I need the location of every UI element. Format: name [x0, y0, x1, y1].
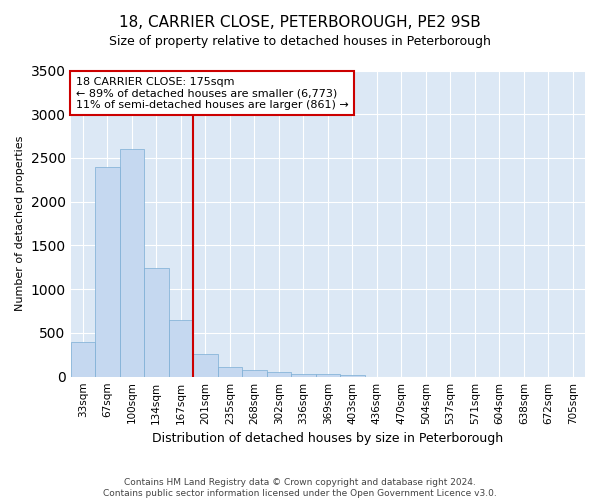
Y-axis label: Number of detached properties: Number of detached properties [15, 136, 25, 312]
Bar [266, 372, 291, 376]
Text: Contains HM Land Registry data © Crown copyright and database right 2024.
Contai: Contains HM Land Registry data © Crown c… [103, 478, 497, 498]
Bar [291, 374, 316, 376]
Text: 18 CARRIER CLOSE: 175sqm
← 89% of detached houses are smaller (6,773)
11% of sem: 18 CARRIER CLOSE: 175sqm ← 89% of detach… [76, 76, 349, 110]
Bar [193, 354, 218, 376]
Text: Size of property relative to detached houses in Peterborough: Size of property relative to detached ho… [109, 35, 491, 48]
Text: 18, CARRIER CLOSE, PETERBOROUGH, PE2 9SB: 18, CARRIER CLOSE, PETERBOROUGH, PE2 9SB [119, 15, 481, 30]
Bar [71, 342, 95, 376]
Bar [242, 370, 266, 376]
Bar [144, 268, 169, 376]
Bar [95, 166, 119, 376]
Bar [169, 320, 193, 376]
Bar [340, 375, 365, 376]
Bar [316, 374, 340, 376]
Bar [218, 367, 242, 376]
X-axis label: Distribution of detached houses by size in Peterborough: Distribution of detached houses by size … [152, 432, 503, 445]
Bar [119, 149, 144, 376]
